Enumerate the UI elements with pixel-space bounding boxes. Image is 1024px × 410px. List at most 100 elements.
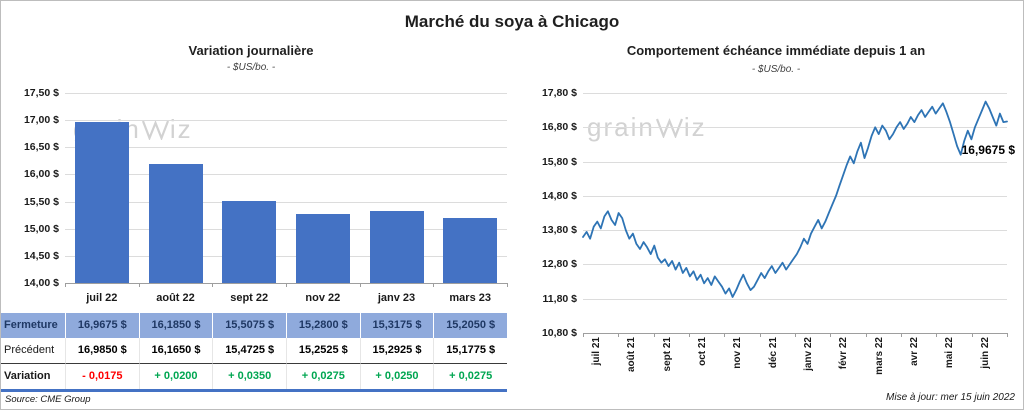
bar [443, 217, 498, 283]
gridline [65, 174, 507, 176]
table-value-cell: - 0,0175 [65, 363, 139, 389]
gridline [583, 264, 1007, 266]
x-axis-tick-label: mars 22 [873, 337, 885, 375]
axis-tick [138, 283, 140, 287]
update-note: Mise à jour: mer 15 juin 2022 [886, 392, 1015, 403]
bar-chart-x-axis: juil 22 août 22 sept 22 nov 22 janv 23 mars 2… [65, 292, 507, 304]
table-row-label: Fermeture [1, 313, 65, 338]
x-axis-tick-label: nov 22 [305, 292, 341, 304]
y-axis-tick-label: 10,80 $ [541, 327, 577, 339]
line-chart-y-axis: 17,80 $ 16,80 $ 15,80 $ 14,80 $ 13,80 $ 12,80… [519, 87, 577, 339]
x-axis-tick-label: juil 22 [86, 292, 118, 304]
x-axis-tick-label: août 22 [156, 292, 195, 304]
bar [74, 121, 129, 283]
x-axis-tick-label: déc 21 [767, 337, 779, 369]
price-line-svg [582, 100, 1008, 298]
table-value-cell: + 0,0275 [285, 363, 360, 389]
bar-chart-y-axis: 17,50 $ 17,00 $ 16,50 $ 16,00 $ 15,50 $ 15,00… [1, 87, 59, 289]
watermark-w-icon [655, 118, 683, 138]
bar [369, 211, 424, 283]
bar [222, 201, 277, 283]
table-value-cell: 15,2925 $ [359, 338, 434, 363]
last-price-label: 16,9675 $ [961, 143, 1015, 157]
axis-tick [359, 283, 361, 287]
watermark-text: iz [169, 114, 193, 144]
x-axis-tick-label: sept 22 [230, 292, 269, 304]
gridline [583, 298, 1007, 300]
price-line [582, 100, 1008, 298]
x-axis-tick-label: avr 22 [909, 337, 921, 366]
axis-tick [901, 333, 902, 337]
watermark-text: grain [587, 112, 655, 142]
y-axis-tick-label: 17,00 $ [23, 114, 59, 127]
axis-tick [830, 333, 832, 337]
axis-tick [618, 333, 620, 337]
x-axis-tick-label: janv 23 [377, 292, 416, 304]
y-axis-tick-label: 17,50 $ [23, 87, 59, 99]
x-axis-tick-label: mars 23 [449, 292, 491, 304]
watermark-w-icon [141, 120, 169, 140]
y-axis-tick-label: 13,80 $ [541, 224, 577, 237]
gridline [583, 127, 1007, 129]
x-axis-tick-label: juil 21 [591, 337, 603, 366]
one-year-price-line-chart: 16,9675 $ [582, 93, 1015, 337]
source-note: Source: CME Group [5, 394, 91, 405]
bar-chart-title: Variation journalière [188, 43, 314, 58]
x-axis-tick-label: janv 22 [803, 337, 815, 371]
table-value-cell: 15,4725 $ [212, 338, 286, 363]
line-chart-subtitle: - $US/bo. - [751, 64, 801, 75]
gridline [65, 120, 507, 122]
y-axis-tick-label: 15,80 $ [541, 155, 577, 168]
daily-variation-bar-chart [65, 93, 508, 287]
axis-tick [865, 333, 867, 337]
table-row-label: Variation [1, 363, 65, 389]
page-title: Marché du soya à Chicago [404, 12, 620, 31]
axis-tick [724, 333, 726, 337]
gridline [583, 195, 1007, 197]
axis-tick [689, 333, 690, 337]
x-axis-tick-label: juin 22 [979, 337, 991, 369]
y-axis-tick-label: 14,80 $ [541, 189, 577, 202]
gridline [65, 201, 507, 203]
x-axis-tick-label: mai 22 [944, 337, 956, 369]
axis-tick [936, 333, 938, 337]
x-axis-tick-label: août 21 [626, 337, 638, 373]
axis-tick [1007, 333, 1008, 337]
axis-tick [507, 283, 508, 287]
x-axis-tick-label: févr 22 [838, 337, 850, 370]
gridline [65, 93, 507, 94]
y-axis-tick-label: 15,00 $ [23, 222, 59, 235]
table-value-cell: + 0,0250 [359, 363, 434, 389]
y-axis-tick-label: 15,50 $ [23, 195, 59, 208]
y-axis-tick-label: 17,80 $ [541, 87, 577, 99]
table-value-cell: + 0,0200 [138, 363, 213, 389]
table-value-cell: 16,1650 $ [138, 338, 213, 363]
x-axis-tick-label: oct 21 [697, 337, 709, 366]
x-axis-tick-label: nov 21 [732, 337, 744, 369]
y-axis-tick-label: 16,00 $ [23, 168, 59, 181]
axis-tick [65, 283, 66, 287]
y-axis-tick-label: 14,50 $ [23, 249, 59, 262]
table-value-cell: 16,1850 $ [138, 313, 213, 338]
y-axis-tick-label: 14,00 $ [23, 277, 59, 289]
y-axis-tick-label: 12,80 $ [541, 258, 577, 271]
table-value-cell: + 0,0350 [212, 363, 286, 389]
x-axis-tick-label: sept 21 [661, 337, 673, 372]
bar [148, 164, 203, 283]
axis-tick [583, 333, 584, 337]
price-table: Fermeture 16,9675 $16,1850 $15,5075 $15,2… [1, 313, 507, 392]
table-value-cell: 15,2525 $ [285, 338, 360, 363]
axis-tick [212, 283, 214, 287]
gridline [65, 255, 507, 257]
table-value-cell: 15,3175 $ [359, 313, 434, 338]
gridline [583, 230, 1007, 232]
y-axis-tick-label: 11,80 $ [542, 292, 577, 305]
bar-chart-subtitle: - $US/bo. - [226, 62, 276, 73]
gridline [583, 93, 1007, 94]
watermark-text: iz [683, 112, 707, 142]
axis-tick [759, 333, 761, 337]
table-value-cell: 16,9675 $ [65, 313, 139, 338]
table-value-cell: 15,2050 $ [433, 313, 507, 338]
table-row-label: Précédent [4, 344, 55, 356]
